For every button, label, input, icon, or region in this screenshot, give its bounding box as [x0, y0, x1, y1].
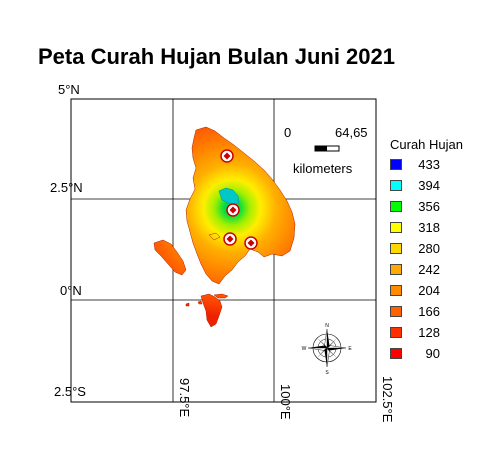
rain-station-marker-icon: [220, 149, 234, 163]
map-title: Peta Curah Hujan Bulan Juni 2021: [38, 44, 395, 69]
legend-item: 204: [390, 282, 440, 298]
legend-item: 242: [390, 261, 440, 277]
legend-swatch: [390, 347, 402, 359]
rain-station-marker-icon: [244, 236, 258, 250]
legend-item: 356: [390, 198, 440, 214]
legend-value: 128: [418, 324, 440, 340]
legend-title: Curah Hujan: [390, 137, 463, 152]
land-masses: [153, 126, 296, 328]
lat-label-5n: 5°N: [58, 82, 80, 97]
scale-bar: [314, 145, 340, 152]
scale-start-label: 0: [284, 125, 292, 140]
legend-swatch: [390, 263, 402, 275]
legend-item: 166: [390, 303, 440, 319]
legend-item: 90: [390, 345, 440, 361]
legend-value: 318: [418, 219, 440, 235]
lat-label-2-5s: 2.5°S: [54, 384, 86, 399]
compass-letter-s: S: [325, 370, 329, 376]
lat-label-2-5n: 2.5°N: [50, 180, 83, 195]
lon-label-102-5e: 102.5°E: [380, 376, 395, 423]
compass-rose-icon: N E S W: [302, 323, 353, 376]
legend-swatch: [390, 242, 402, 254]
island-small-2: [197, 300, 203, 305]
compass-letter-w: W: [302, 346, 307, 352]
island-simeulue: [153, 239, 187, 276]
legend-value: 90: [425, 345, 440, 361]
legend-item: 433: [390, 156, 440, 172]
legend-item: 128: [390, 324, 440, 340]
legend-swatch: [390, 221, 402, 233]
legend-value: 204: [418, 282, 440, 298]
legend-value: 242: [418, 261, 440, 277]
legend-value: 433: [418, 156, 440, 172]
compass-letter-e: E: [348, 346, 352, 352]
legend-value: 356: [418, 198, 440, 214]
legend-swatch: [390, 305, 402, 317]
legend-swatch: [390, 284, 402, 296]
legend-swatch: [390, 158, 402, 170]
rain-station-marker-icon: [223, 232, 237, 246]
legend-item: 280: [390, 240, 440, 256]
legend-swatch: [390, 326, 402, 338]
legend-swatch: [390, 200, 402, 212]
lake-toba: [218, 187, 240, 207]
scale-end-label: 64,65: [335, 125, 368, 140]
legend-value: 394: [418, 177, 440, 193]
scale-unit-label: kilometers: [293, 161, 353, 176]
rain-station-marker-icon: [226, 203, 240, 217]
legend-value: 280: [418, 240, 440, 256]
rain-stations: [220, 149, 258, 250]
lon-label-97-5e: 97.5°E: [177, 378, 192, 418]
island-nias-north: [200, 293, 223, 328]
lat-label-0n: 0°N: [60, 283, 82, 298]
compass-letter-n: N: [325, 323, 329, 329]
island-banyak: [208, 232, 221, 241]
lon-label-100e: 100°E: [278, 384, 293, 420]
island-small-1: [185, 302, 190, 307]
mainland-sumatra-north: [185, 126, 296, 285]
legend-value: 166: [418, 303, 440, 319]
legend-item: 394: [390, 177, 440, 193]
legend-item: 318: [390, 219, 440, 235]
island-nias-top: [213, 293, 229, 299]
legend-swatch: [390, 179, 402, 191]
